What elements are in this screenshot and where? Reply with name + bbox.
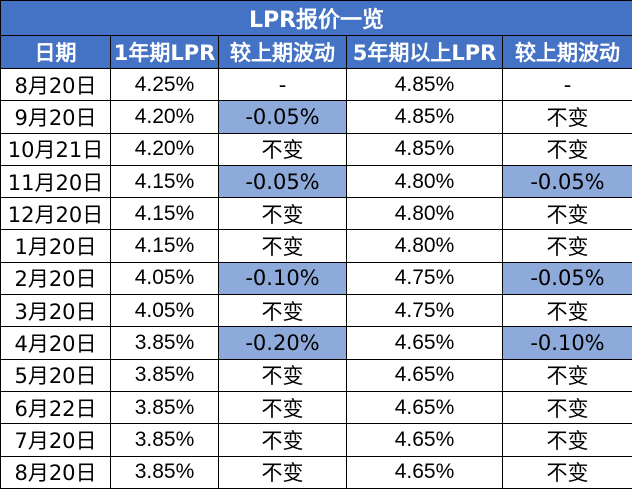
lpr-5y-cell: 4.65% [346,455,503,489]
table-row: 8月20日 4.25% -4.85% - [0,67,632,102]
lpr-5y-cell: 4.65% [346,326,503,360]
change-1y-cell: 不变 [218,197,347,231]
date-cell: 4月20日 [0,326,111,360]
table-row: 5月20日 3.85% 不变 4.65% 不变 [0,358,632,392]
header-change-1y: 较上期波动 [218,35,347,69]
change-5y-cell: 不变 [502,423,632,457]
table-row: 9月20日 4.20% -0.05% 4.85% 不变 [0,100,632,134]
date-cell: 10月21日 [0,132,111,166]
table-row: 2月20日 4.05% -0.10% 4.75% -0.05% [0,261,632,296]
change-1y-cell: 不变 [218,423,347,457]
date-cell: 8月20日 [0,67,111,102]
table-row: 1月20日 4.15% 不变 4.80% 不变 [0,229,632,263]
lpr-1y-cell: 4.25% [110,67,219,102]
table-row: 3月20日 4.05% 不变 4.75% 不变 [0,294,632,328]
lpr-5y-cell: 4.80% [346,229,503,263]
change-5y-cell: 不变 [502,390,632,425]
lpr-1y-cell: 4.05% [110,294,219,328]
change-1y-cell: 不变 [218,132,347,166]
lpr-5y-cell: 4.85% [346,132,503,166]
header-date: 日期 [0,35,111,69]
change-1y-cell: 不变 [218,455,347,489]
lpr-5y-cell: 4.80% [346,197,503,231]
date-cell: 9月20日 [0,100,111,134]
table-row: 6月22日 3.85% 不变 4.65% 不变 [0,390,632,425]
lpr-1y-cell: 4.20% [110,100,219,134]
table-row: 4月20日 3.85% -0.20% 4.65% -0.10% [0,326,632,360]
lpr-5y-cell: 4.75% [346,261,503,296]
change-1y-cell: 不变 [218,358,347,392]
lpr-5y-cell: 4.80% [346,164,503,199]
lpr-1y-cell: 3.85% [110,390,219,425]
change-5y-cell: 不变 [502,197,632,231]
lpr-1y-cell: 4.15% [110,197,219,231]
date-cell: 5月20日 [0,358,111,392]
lpr-1y-cell: 3.85% [110,455,219,489]
date-cell: 6月22日 [0,390,111,425]
date-cell: 3月20日 [0,294,111,328]
change-5y-cell: -0.10% [502,326,632,360]
change-5y-cell: 不变 [502,455,632,489]
change-1y-cell: -0.05% [218,164,347,199]
table-row: 12月20日 4.15% 不变 4.80% 不变 [0,197,632,231]
lpr-1y-cell: 3.85% [110,423,219,457]
date-cell: 2月20日 [0,261,111,296]
table-row: 8月20日 3.85% 不变 4.65% 不变 [0,455,632,489]
change-1y-cell: 不变 [218,390,347,425]
lpr-1y-cell: 4.15% [110,229,219,263]
change-5y-cell: 不变 [502,294,632,328]
change-1y-cell: 不变 [218,294,347,328]
table-row: 10月21日 4.20% 不变 4.85% 不变 [0,132,632,166]
date-cell: 11月20日 [0,164,111,199]
change-5y-cell: 不变 [502,132,632,166]
change-1y-cell: -0.10% [218,261,347,296]
date-cell: 7月20日 [0,423,111,457]
table-title: LPR报价一览 [0,0,632,36]
lpr-1y-cell: 4.05% [110,261,219,296]
header-lpr-1y: 1年期LPR [110,35,219,69]
change-5y-cell: 不变 [502,229,632,263]
change-1y-cell: - [218,67,347,102]
change-5y-cell: -0.05% [502,261,632,296]
lpr-1y-cell: 4.15% [110,164,219,199]
lpr-5y-cell: 4.75% [346,294,503,328]
table-row: 7月20日 3.85% 不变 4.65% 不变 [0,423,632,457]
date-cell: 1月20日 [0,229,111,263]
lpr-1y-cell: 3.85% [110,358,219,392]
lpr-5y-cell: 4.85% [346,100,503,134]
header-change-5y: 较上期波动 [502,35,632,69]
lpr-1y-cell: 3.85% [110,326,219,360]
change-1y-cell: -0.20% [218,326,347,360]
lpr-1y-cell: 4.20% [110,132,219,166]
lpr-5y-cell: 4.65% [346,358,503,392]
change-1y-cell: -0.05% [218,100,347,134]
change-1y-cell: 不变 [218,229,347,263]
lpr-5y-cell: 4.65% [346,390,503,425]
header-lpr-5y: 5年期以上LPR [346,35,503,69]
change-5y-cell: - [502,67,632,102]
change-5y-cell: 不变 [502,100,632,134]
date-cell: 12月20日 [0,197,111,231]
change-5y-cell: 不变 [502,358,632,392]
date-cell: 8月20日 [0,455,111,489]
lpr-5y-cell: 4.65% [346,423,503,457]
change-5y-cell: -0.05% [502,164,632,199]
lpr-5y-cell: 4.85% [346,67,503,102]
table-row: 11月20日 4.15% -0.05% 4.80% -0.05% [0,164,632,199]
